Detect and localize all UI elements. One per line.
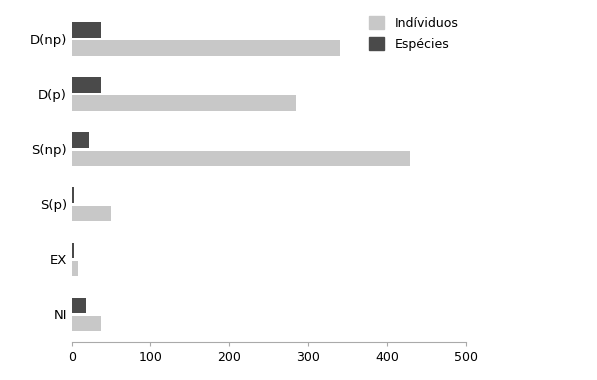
Bar: [72, 316, 101, 331]
Bar: [72, 298, 86, 313]
Bar: [72, 77, 101, 93]
Bar: [72, 40, 340, 56]
Bar: [72, 132, 89, 148]
Bar: [72, 206, 111, 221]
Legend: Indíviduos, Espécies: Indíviduos, Espécies: [365, 11, 463, 56]
Bar: [72, 95, 296, 111]
Bar: [72, 242, 74, 258]
Bar: [72, 261, 78, 276]
Bar: [72, 150, 411, 166]
Bar: [72, 187, 74, 203]
Bar: [72, 22, 101, 38]
